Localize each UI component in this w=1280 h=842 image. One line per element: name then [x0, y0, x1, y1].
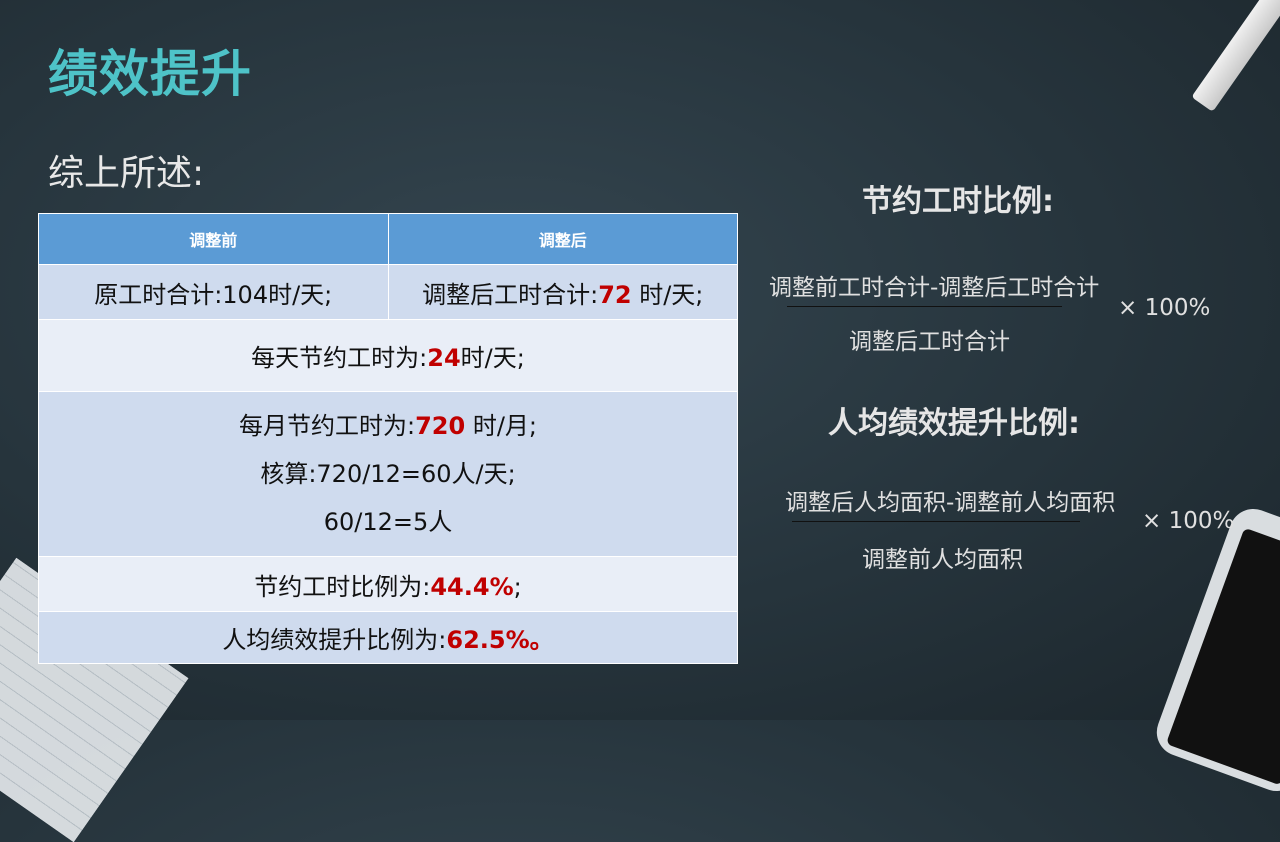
table-row: 人均绩效提升比例为:62.5%。 [38, 611, 738, 664]
saving-ratio-label: 节约工时比例为: [254, 572, 431, 601]
after-total-value: 72 [598, 280, 632, 309]
monthly-saving-unit: 时/月; [465, 412, 537, 440]
formula2-fraction-bar [792, 521, 1080, 522]
monthly-saving-value: 720 [415, 412, 466, 440]
daily-saving-unit: 时/天; [460, 344, 525, 372]
formula1-denominator: 调整后工时合计 [849, 329, 1010, 355]
summary-table: 调整前 调整后 原工时合计:104时/天; 调整后工时合计:72 时/天; 每天… [38, 213, 738, 664]
table-row: 原工时合计:104时/天; 调整后工时合计:72 时/天; [38, 264, 738, 320]
cell-performance-ratio: 人均绩效提升比例为:62.5%。 [38, 611, 738, 664]
saving-ratio-suffix: ; [513, 572, 522, 601]
cell-saving-ratio: 节约工时比例为:44.4%; [38, 556, 738, 612]
header-after: 调整后 [387, 213, 738, 265]
formula2-numerator: 调整后人均面积-调整前人均面积 [785, 490, 1116, 516]
formula1-multiplier: × 100% [1118, 295, 1211, 321]
saving-ratio-value: 44.4% [430, 572, 514, 601]
after-total-label: 调整后工时合计: [422, 280, 599, 309]
slide-subtitle: 综上所述: [48, 153, 205, 194]
formula1-numerator: 调整前工时合计-调整后工时合计 [769, 275, 1100, 301]
performance-ratio-value: 62.5%。 [446, 626, 554, 654]
header-before: 调整前 [38, 213, 389, 265]
calc-line-1: 核算:720/12=60人/天; [260, 460, 516, 488]
calc-line-2: 60/12=5人 [323, 508, 453, 536]
formula1-fraction-bar [787, 306, 1062, 307]
formula1-heading: 节约工时比例: [862, 184, 1054, 219]
before-total-text: 原工时合计:104时/天; [94, 280, 333, 309]
table-row: 节约工时比例为:44.4%; [38, 556, 738, 612]
formula2-heading: 人均绩效提升比例: [828, 406, 1080, 441]
cell-before-total: 原工时合计:104时/天; [38, 264, 389, 320]
performance-ratio-label: 人均绩效提升比例为: [222, 626, 447, 654]
cell-daily-saving: 每天节约工时为:24时/天; [38, 319, 738, 392]
table-header-row: 调整前 调整后 [38, 213, 738, 265]
after-total-unit: 时/天; [631, 280, 704, 309]
daily-saving-value: 24 [427, 344, 461, 372]
formula2-multiplier: × 100% [1142, 508, 1235, 534]
daily-saving-label: 每天节约工时为: [251, 344, 428, 372]
monthly-saving-label: 每月节约工时为: [238, 412, 416, 440]
phone-screen [1165, 527, 1280, 786]
cell-after-total: 调整后工时合计:72 时/天; [387, 264, 738, 320]
formula2-denominator: 调整前人均面积 [862, 547, 1023, 573]
table-row: 每天节约工时为:24时/天; [38, 319, 738, 392]
table-row: 每月节约工时为:720 时/月; 核算:720/12=60人/天; 60/12=… [38, 391, 738, 557]
slide-title: 绩效提升 [48, 45, 252, 103]
phone-decoration [1150, 502, 1280, 798]
pencil-decoration [1191, 0, 1280, 112]
cell-monthly-saving: 每月节约工时为:720 时/月; 核算:720/12=60人/天; 60/12=… [38, 391, 738, 557]
monthly-saving-line: 每月节约工时为:720 时/月; [39, 402, 737, 450]
